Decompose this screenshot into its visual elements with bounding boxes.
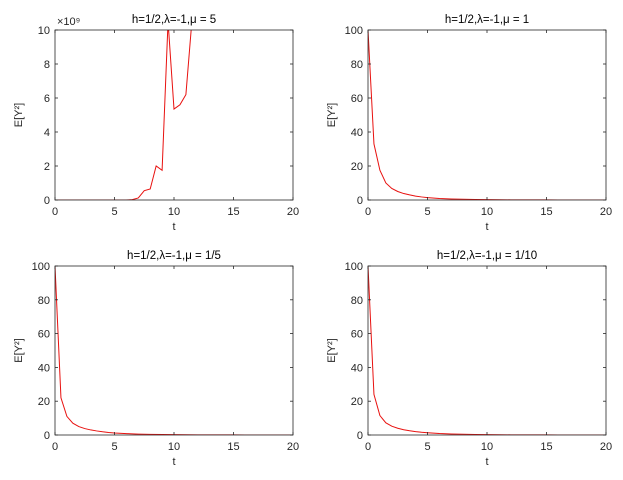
y-tick-label: 4: [44, 127, 50, 139]
x-tick-label: 0: [365, 206, 371, 218]
y-tick-label: 100: [32, 261, 50, 273]
y-tick-label: 0: [357, 430, 363, 442]
y-tick-label: 6: [44, 93, 50, 105]
x-tick-label: 20: [287, 441, 299, 453]
x-tick-label: 15: [227, 441, 239, 453]
y-tick-label: 0: [44, 195, 50, 207]
x-tick-label: 5: [111, 441, 117, 453]
x-tick-label: 20: [600, 206, 612, 218]
x-axis-label: t: [172, 456, 175, 468]
x-tick-label: 0: [365, 441, 371, 453]
subplot-4: 0 5 10 15 20 0 20 40 60 80 100 h=1/2,λ=-1,μ = 1/10 t…: [326, 250, 612, 468]
x-tick-label: 15: [540, 206, 552, 218]
y-exponent-label: ×10⁹: [57, 16, 80, 28]
y-tick-label: 60: [38, 329, 50, 341]
x-tick-label: 10: [168, 441, 180, 453]
y-axis-label: E[Y²]: [326, 338, 338, 362]
axes-box: [54, 29, 294, 201]
series-line: [55, 30, 192, 200]
y-axis-label: E[Y²]: [326, 103, 338, 127]
y-tick-label: 20: [351, 161, 363, 173]
axes-box: [367, 265, 607, 436]
y-tick-label: 60: [351, 93, 363, 105]
y-tick-label: 40: [351, 362, 363, 374]
y-tick-label: 40: [38, 362, 50, 374]
y-tick-label: 100: [345, 261, 363, 273]
y-tick-label: 80: [351, 59, 363, 71]
x-axis-label: t: [485, 221, 488, 233]
y-tick-label: 100: [345, 25, 363, 37]
y-tick-label: 20: [351, 396, 363, 408]
x-tick-label: 5: [424, 441, 430, 453]
y-tick-label: 0: [357, 195, 363, 207]
y-tick-label: 0: [44, 430, 50, 442]
chart-title: h=1/2,λ=-1,μ = 1/10: [437, 250, 537, 262]
subplot-1: 0 5 10 15 20 0 2 4 6 8 10 ×10⁹ h=1/2,λ=-1,μ = 5 t E[Y²…: [13, 14, 299, 233]
series-line: [368, 30, 606, 200]
chart-title: h=1/2,λ=-1,μ = 1: [445, 14, 529, 26]
axes-box: [367, 29, 607, 201]
x-tick-label: 10: [481, 206, 493, 218]
subplot-3: 0 5 10 15 20 0 20 40 60 80 100 h=1/2,λ=-1,μ = 1/5 t E…: [13, 250, 299, 468]
series-line: [368, 266, 606, 435]
x-tick-label: 20: [600, 441, 612, 453]
x-tick-label: 15: [540, 441, 552, 453]
y-tick-label: 2: [44, 161, 50, 173]
y-tick-label: 80: [38, 295, 50, 307]
y-axis-label: E[Y²]: [13, 338, 25, 362]
y-axis-label: E[Y²]: [13, 103, 25, 127]
axes-box: [54, 265, 294, 436]
x-tick-label: 5: [111, 206, 117, 218]
x-axis-label: t: [172, 221, 175, 233]
chart-title: h=1/2,λ=-1,μ = 5: [132, 14, 216, 26]
x-tick-label: 20: [287, 206, 299, 218]
x-axis-label: t: [485, 456, 488, 468]
x-tick-label: 0: [52, 206, 58, 218]
y-tick-label: 20: [38, 396, 50, 408]
x-tick-label: 5: [424, 206, 430, 218]
x-tick-label: 15: [227, 206, 239, 218]
series-line: [55, 266, 293, 435]
y-tick-label: 60: [351, 329, 363, 341]
y-tick-label: 80: [351, 295, 363, 307]
chart-title: h=1/2,λ=-1,μ = 1/5: [127, 250, 221, 262]
x-tick-label: 10: [168, 206, 180, 218]
y-tick-label: 40: [351, 127, 363, 139]
x-tick-label: 0: [52, 441, 58, 453]
subplot-2: 0 5 10 15 20 0 20 40 60 80 100 h=1/2,λ=-1,μ = 1 t E[Y…: [326, 14, 612, 233]
y-tick-label: 10: [38, 25, 50, 37]
x-tick-label: 10: [481, 441, 493, 453]
y-tick-label: 8: [44, 59, 50, 71]
